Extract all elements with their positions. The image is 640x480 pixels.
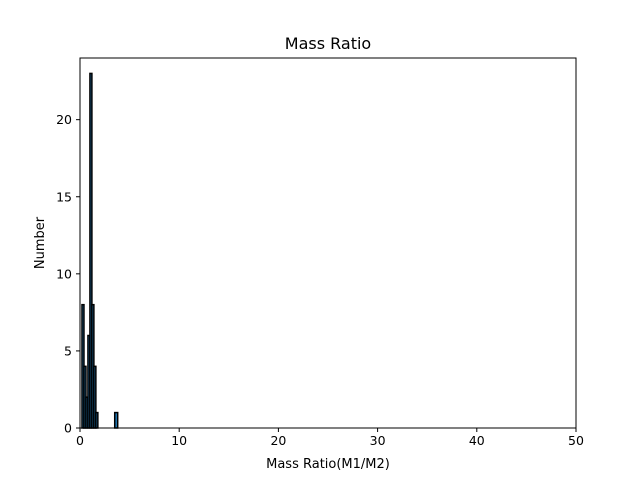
x-tick-label-0: 0 [76, 433, 84, 448]
y-axis-label: Number [33, 216, 48, 269]
y-tick-label-1: 5 [64, 343, 72, 358]
x-tick-label-2: 20 [270, 433, 286, 448]
y-tick-label-0: 0 [64, 421, 72, 436]
y-tick-label-4: 20 [56, 112, 72, 127]
x-tick-label-3: 30 [370, 433, 386, 448]
x-axis-label: Mass Ratio(M1/M2) [266, 457, 390, 472]
histogram-bar-8 [113, 411, 119, 429]
y-tick-label-2: 10 [56, 266, 72, 281]
x-tick-label-1: 10 [171, 433, 187, 448]
y-axis-ticks: 0 5 10 15 20 [56, 112, 80, 436]
y-tick-label-3: 15 [56, 189, 72, 204]
bars-group [81, 72, 119, 429]
histogram-bar-7 [95, 411, 99, 429]
chart-title: Mass Ratio [285, 34, 371, 53]
x-axis-ticks: 0 10 20 30 40 50 [76, 428, 584, 448]
x-tick-label-4: 40 [469, 433, 485, 448]
plot-area-frame [79, 57, 577, 429]
x-tick-label-5: 50 [568, 433, 584, 448]
